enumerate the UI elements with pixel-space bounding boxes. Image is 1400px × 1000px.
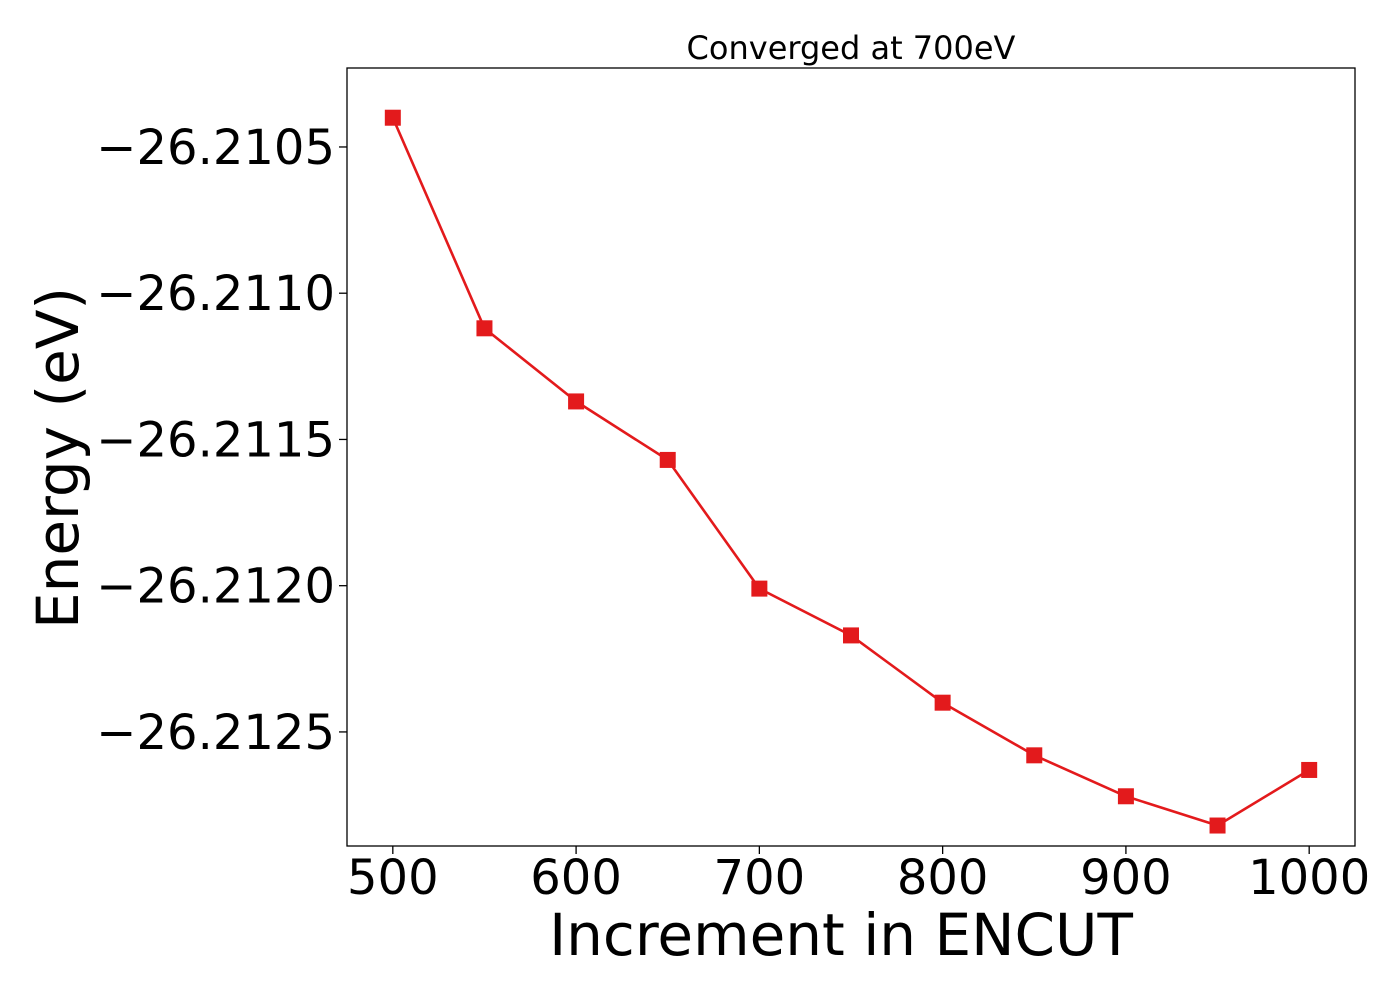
data-point-marker	[659, 451, 676, 468]
y-axis-title: Energy (eV)	[24, 287, 92, 629]
x-axis-title: Increment in ENCUT	[549, 901, 1133, 969]
y-tick-label: −26.2120	[96, 559, 335, 615]
data-point-marker	[476, 320, 493, 337]
y-tick-label: −26.2110	[96, 266, 335, 322]
data-point-marker	[934, 694, 951, 711]
data-point-marker	[1209, 817, 1226, 834]
x-tick-label: 500	[347, 850, 439, 906]
x-tick-label: 700	[714, 850, 806, 906]
x-tick-label: 1000	[1248, 850, 1370, 906]
data-point-marker	[384, 109, 401, 126]
plot-area: 500 600 700 800 900 1000 −26.2105 −26.2110 −26.2…	[96, 67, 1370, 906]
data-point-marker	[1117, 788, 1134, 805]
x-tick-label: 800	[897, 850, 989, 906]
chart-title: Converged at 700eV	[687, 29, 1016, 67]
series-line	[391, 117, 1310, 827]
data-point-marker	[568, 393, 585, 410]
y-tick-label: −26.2115	[96, 412, 335, 468]
data-point-marker	[843, 627, 859, 644]
x-tick-label: 900	[1080, 850, 1172, 906]
y-tick-label: −26.2105	[96, 120, 335, 176]
data-point-marker	[1301, 761, 1318, 778]
data-point-marker	[1026, 747, 1043, 764]
plot-frame	[346, 67, 1356, 847]
y-tick-label: −26.2125	[96, 705, 335, 761]
x-tick-label: 600	[530, 850, 622, 906]
data-point-marker	[751, 580, 768, 597]
